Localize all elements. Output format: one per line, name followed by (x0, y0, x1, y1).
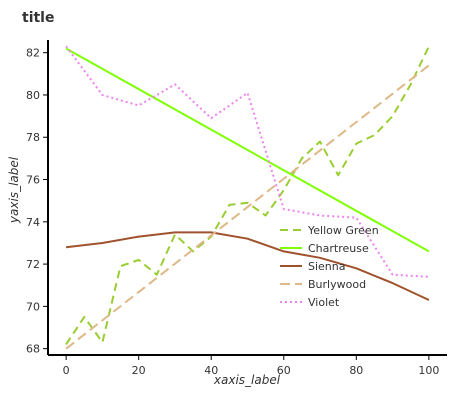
series-line-sienna (65, 231, 430, 301)
y-tick-label: 82 (26, 47, 40, 60)
y-tick-label: 70 (26, 300, 40, 313)
x-tick-label: 100 (418, 364, 439, 377)
x-axis-label: xaxis_label (213, 373, 281, 387)
series-line-violet (65, 45, 429, 278)
y-tick-label: 72 (26, 258, 40, 271)
x-tick-label: 0 (63, 364, 70, 377)
series-line-chartreuse (65, 47, 430, 253)
y-tick-label: 78 (26, 131, 40, 144)
y-tick-label: 68 (26, 343, 40, 356)
series-line-yellow-green (65, 45, 430, 345)
legend-label: Violet (308, 296, 340, 309)
y-tick-label: 74 (26, 216, 40, 229)
legend-label: Burlywood (308, 278, 366, 291)
series-line-burlywood (65, 64, 430, 350)
series-layer (65, 45, 430, 350)
x-tick-label: 20 (132, 364, 146, 377)
legend-label: Chartreuse (308, 242, 369, 255)
x-tick-label: 40 (204, 364, 218, 377)
y-tick-label: 76 (26, 174, 40, 187)
x-tick-label: 60 (277, 364, 291, 377)
chart-title: title (22, 10, 54, 26)
legend-label: Sienna (308, 260, 346, 273)
axes: 68 70 72 74 76 78 80 82 0 20 40 60 80 100 (26, 40, 447, 377)
legend: Yellow Green Chartreuse Sienna Burlywood Vio… (280, 224, 379, 309)
y-tick-label: 80 (26, 89, 40, 102)
y-axis-label: yaxis_label (7, 156, 21, 224)
x-tick-label: 80 (349, 364, 363, 377)
legend-label: Yellow Green (307, 224, 379, 237)
